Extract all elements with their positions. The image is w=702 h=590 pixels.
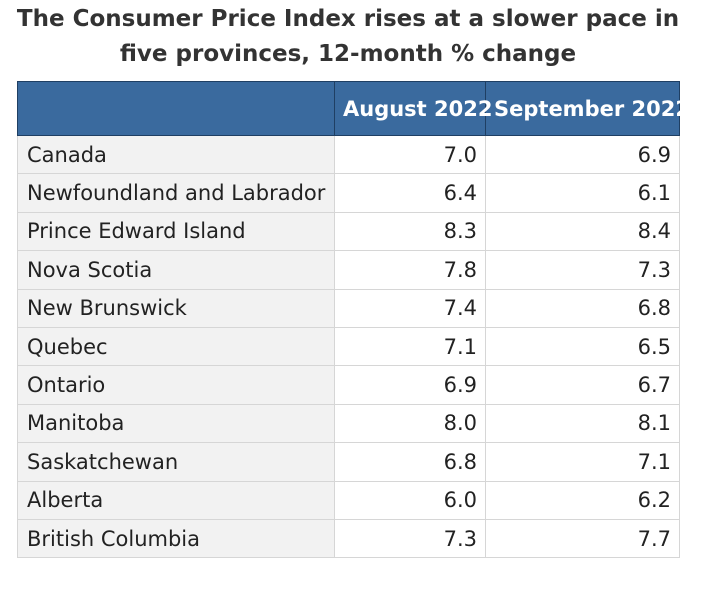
september-2022-value: 6.5 xyxy=(485,326,680,367)
september-2022-value: 8.4 xyxy=(485,211,680,252)
region-cell: British Columbia xyxy=(17,518,335,559)
region-cell: Nova Scotia xyxy=(17,250,335,290)
table-row: Nova Scotia 7.8 7.3 xyxy=(17,250,680,290)
table-row: Alberta 6.0 6.2 xyxy=(17,480,680,520)
region-cell: Newfoundland and Labrador xyxy=(17,173,335,213)
august-2022-value: 7.4 xyxy=(334,288,486,328)
table-row: Prince Edward Island 8.3 8.4 xyxy=(17,211,680,252)
september-2022-value: 7.1 xyxy=(485,442,680,482)
region-cell: Saskatchewan xyxy=(17,442,335,482)
region-cell: Prince Edward Island xyxy=(17,211,335,252)
region-cell: Manitoba xyxy=(17,403,335,444)
september-2022-value: 6.8 xyxy=(485,288,680,328)
header-cell-september-2022: September 2022 xyxy=(485,81,690,136)
table-header: August 2022 September 2022 xyxy=(17,81,690,136)
cpi-table: August 2022 September 2022 Canada 7.0 6.9 N… xyxy=(17,81,690,559)
september-2022-value: 6.2 xyxy=(485,480,680,520)
region-cell: New Brunswick xyxy=(17,288,335,328)
table-row: Ontario 6.9 6.7 xyxy=(17,365,680,405)
table-row: British Columbia 7.3 7.7 xyxy=(17,518,680,559)
august-2022-value: 7.8 xyxy=(334,250,486,290)
table-row: Saskatchewan 6.8 7.1 xyxy=(17,442,680,482)
region-cell: Ontario xyxy=(17,365,335,405)
september-2022-value: 6.1 xyxy=(485,173,680,213)
september-2022-value: 6.9 xyxy=(485,134,680,175)
september-2022-value: 8.1 xyxy=(485,403,680,444)
header-cell-region xyxy=(17,81,335,136)
august-2022-value: 6.4 xyxy=(334,173,486,213)
august-2022-value: 8.0 xyxy=(334,403,486,444)
august-2022-value: 7.1 xyxy=(334,326,486,367)
table-row: Canada 7.0 6.9 xyxy=(17,134,680,175)
september-2022-value: 7.3 xyxy=(485,250,680,290)
august-2022-value: 7.0 xyxy=(334,134,486,175)
table-row: New Brunswick 7.4 6.8 xyxy=(17,288,680,328)
region-cell: Quebec xyxy=(17,326,335,367)
table-row: Quebec 7.1 6.5 xyxy=(17,326,680,367)
august-2022-value: 6.9 xyxy=(334,365,486,405)
region-cell: Alberta xyxy=(17,480,335,520)
table-title: The Consumer Price Index rises at a slow… xyxy=(16,6,680,67)
table-row: Manitoba 8.0 8.1 xyxy=(17,403,680,444)
table-row: Newfoundland and Labrador 6.4 6.1 xyxy=(17,173,680,213)
table-body: Canada 7.0 6.9 Newfoundland and Labrador 6.4… xyxy=(17,134,680,559)
september-2022-value: 7.7 xyxy=(485,518,680,559)
august-2022-value: 6.8 xyxy=(334,442,486,482)
august-2022-value: 7.3 xyxy=(334,518,486,559)
header-row: August 2022 September 2022 xyxy=(17,81,690,136)
august-2022-value: 6.0 xyxy=(334,480,486,520)
august-2022-value: 8.3 xyxy=(334,211,486,252)
header-cell-august-2022: August 2022 xyxy=(334,81,492,136)
region-cell: Canada xyxy=(17,134,335,175)
september-2022-value: 6.7 xyxy=(485,365,680,405)
